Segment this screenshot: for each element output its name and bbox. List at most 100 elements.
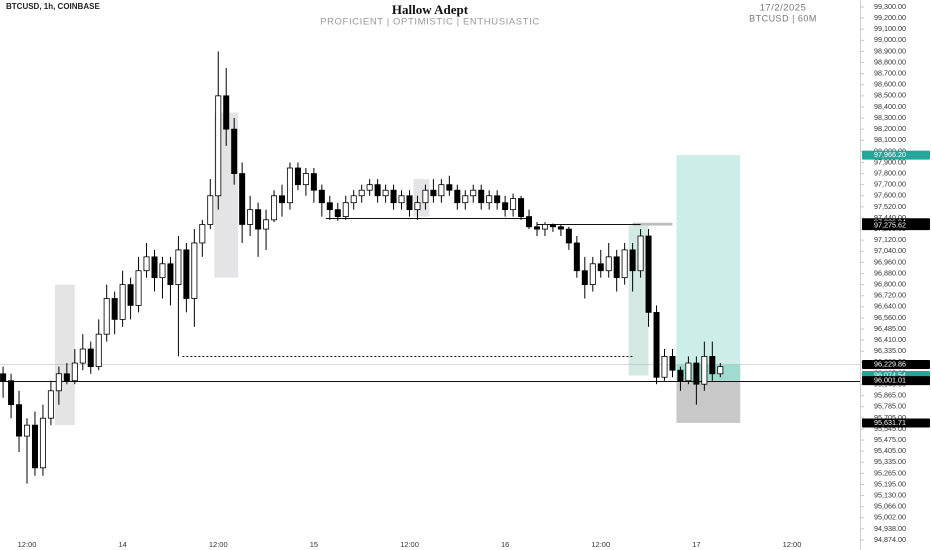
candle-body <box>510 198 517 211</box>
y-tick-label: 99,100.00 <box>874 24 906 33</box>
y-tick-label: 95,705.00 <box>874 413 906 422</box>
candle-body <box>597 263 604 272</box>
plot-area <box>0 51 860 484</box>
y-tick-label: 98,700.00 <box>874 69 906 78</box>
y-tick-label: 98,300.00 <box>874 113 906 122</box>
price-label-box <box>862 221 930 231</box>
candle-body <box>63 373 70 382</box>
price-label-box <box>862 376 930 386</box>
y-tick-label: 96,410.00 <box>874 335 906 344</box>
candle-body <box>653 311 660 378</box>
candle-body <box>605 256 612 272</box>
candle-body <box>534 226 541 230</box>
active-zone <box>676 364 741 381</box>
candle-body <box>629 249 636 272</box>
y-tick-label: 96,880.00 <box>874 268 906 277</box>
candle-body <box>95 333 102 368</box>
candle-body <box>215 95 222 197</box>
candle-body <box>111 298 118 320</box>
zone <box>54 284 75 426</box>
y-tick-label: 99,000.00 <box>874 35 906 44</box>
y-tick-label: 97,700.00 <box>874 180 906 189</box>
candle-body <box>47 390 54 419</box>
y-tick-label: 97,900.00 <box>874 157 906 166</box>
candle-body <box>541 224 548 230</box>
candle-body <box>438 184 445 197</box>
candle-body <box>470 189 477 197</box>
candle-body <box>286 167 293 204</box>
candle-body <box>398 195 405 204</box>
candle-body <box>446 184 453 191</box>
y-tick-label: 95,130.00 <box>874 490 906 499</box>
candle-body <box>350 195 357 204</box>
candle-body <box>677 369 684 382</box>
candle-body <box>661 356 668 378</box>
y-tick-label: 97,040.00 <box>874 246 906 255</box>
candle-body <box>557 226 564 230</box>
candle-body <box>645 235 652 313</box>
candle-body <box>422 189 429 204</box>
y-tick-label: 95,405.00 <box>874 446 906 455</box>
candle-body <box>151 256 158 279</box>
candle-body <box>454 189 461 204</box>
candle-body <box>494 195 501 204</box>
y-tick-label: 95,265.00 <box>874 468 906 477</box>
candle-body <box>430 189 437 197</box>
y-tick-label: 96,335.00 <box>874 346 906 355</box>
y-tick-label: 99,200.00 <box>874 13 906 22</box>
candle-body <box>573 242 580 272</box>
candle-body <box>366 184 373 191</box>
candle-body <box>326 202 333 211</box>
candle-body <box>55 373 62 392</box>
candle-body <box>486 195 493 204</box>
y-tick-label: 95,002.00 <box>874 513 906 522</box>
candle-body <box>390 189 397 204</box>
zone <box>632 222 673 226</box>
candle-body <box>334 209 341 217</box>
candle-body <box>79 348 86 364</box>
candle-body <box>87 348 94 368</box>
y-tick-label: 97,600.00 <box>874 191 906 200</box>
candle-body <box>302 173 309 186</box>
candle-body <box>175 249 182 286</box>
candle-body <box>239 173 246 225</box>
candle-body <box>414 202 421 211</box>
candle-body <box>502 202 509 211</box>
y-tick-label: 97,440.00 <box>874 213 906 222</box>
candle-body <box>685 362 692 382</box>
candle-body <box>526 216 533 228</box>
y-tick-label: 98,800.00 <box>874 57 906 66</box>
candle-body <box>199 224 206 244</box>
price-label: 97,966.20 <box>874 150 906 159</box>
price-label: 96,074.54 <box>874 370 906 379</box>
y-tick-label: 98,200.00 <box>874 124 906 133</box>
y-tick-label: 94,938.00 <box>874 524 906 533</box>
candle-body <box>143 256 150 272</box>
candle-body <box>549 224 556 228</box>
candle-body <box>16 404 23 437</box>
y-tick-label: 95,195.00 <box>874 479 906 488</box>
candle-body <box>247 209 254 225</box>
candle-body <box>701 356 708 385</box>
y-tick-label: 98,600.00 <box>874 80 906 89</box>
candle-body <box>223 95 230 130</box>
profit-zone <box>676 155 741 381</box>
price-label: 96,001.01 <box>874 376 906 385</box>
x-tick-label: 12:00 <box>400 540 419 549</box>
y-tick-label: 95,545.00 <box>874 424 906 433</box>
candle-body <box>406 195 413 211</box>
y-tick-label: 98,100.00 <box>874 135 906 144</box>
candle-body <box>294 167 301 186</box>
candle-body <box>374 184 381 197</box>
y-tick-label: 96,800.00 <box>874 280 906 289</box>
candle-body <box>263 219 270 230</box>
price-label: 96,229.86 <box>874 359 906 368</box>
y-tick-label: 95,865.00 <box>874 391 906 400</box>
x-tick-label: 14 <box>118 540 126 549</box>
y-tick-label: 97,520.00 <box>874 202 906 211</box>
candle-body <box>581 270 588 286</box>
candle-body <box>342 202 349 217</box>
candle-body <box>310 173 317 191</box>
timeframe-label: BTCUSD | 60M <box>749 13 817 23</box>
price-label: 97,275.62 <box>874 220 906 229</box>
